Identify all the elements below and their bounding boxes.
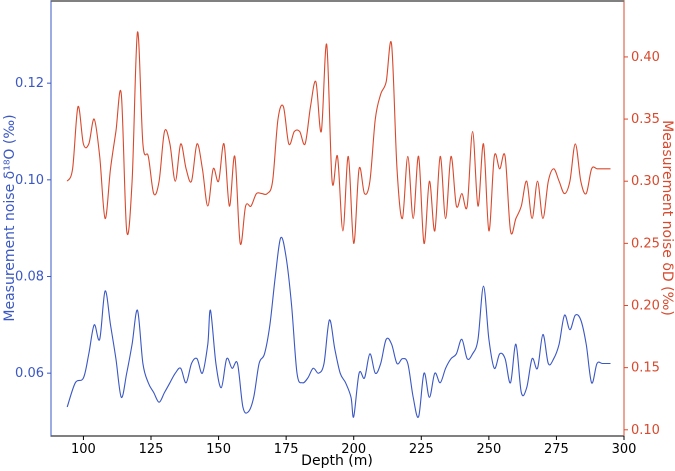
x-axis-title: Depth (m)	[301, 453, 373, 469]
right-axis-title: Measurement noise δD (‰)	[659, 120, 675, 316]
x-tick-label: 225	[409, 442, 434, 457]
x-tick-label: 175	[274, 442, 299, 457]
x-axis-ticks: 100 125 150 175 200 225 250 275 300	[71, 436, 636, 457]
x-tick-label: 100	[71, 442, 96, 457]
series-line-dd	[66, 31, 611, 245]
x-tick-label: 250	[476, 442, 501, 457]
right-tick-label: 0.20	[631, 299, 660, 314]
right-axis-ticks: 0.10 0.15 0.20 0.25 0.30 0.35 0.40	[624, 50, 660, 438]
x-tick-label: 150	[206, 442, 231, 457]
right-tick-label: 0.35	[631, 112, 660, 127]
x-tick-label: 125	[139, 442, 164, 457]
left-tick-label: 0.08	[15, 270, 44, 285]
x-tick-label: 300	[612, 442, 637, 457]
plot-frame	[50, 0, 625, 437]
left-axis-ticks: 0.06 0.08 0.10 0.12	[15, 76, 51, 381]
left-tick-label: 0.12	[15, 76, 44, 91]
x-tick-label: 275	[544, 442, 569, 457]
left-axis-title: Measurement noise δ¹⁸O (‰)	[2, 114, 18, 321]
right-tick-label: 0.40	[631, 50, 660, 65]
right-tick-label: 0.25	[631, 236, 660, 251]
series-layer	[66, 31, 611, 418]
x-tick-label: 200	[341, 442, 366, 457]
right-tick-label: 0.30	[631, 174, 660, 189]
series-line-d18o	[66, 236, 611, 418]
left-tick-label: 0.10	[15, 173, 44, 188]
left-tick-label: 0.06	[15, 366, 44, 381]
right-tick-label: 0.15	[631, 361, 660, 376]
right-tick-label: 0.10	[631, 423, 660, 438]
